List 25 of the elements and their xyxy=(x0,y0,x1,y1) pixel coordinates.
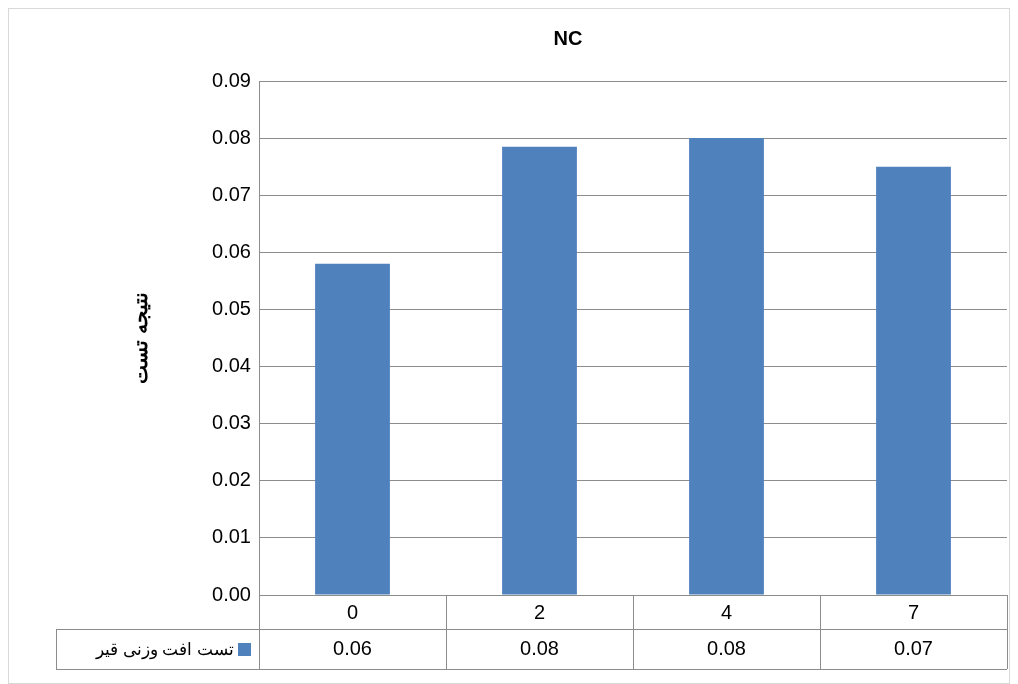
x-tick-label: 4 xyxy=(720,600,733,623)
x-tick-label: 2 xyxy=(533,600,546,623)
y-tick-label: 0.09 xyxy=(212,68,251,91)
chart-title: NC xyxy=(553,26,583,49)
y-tick-label: 0.04 xyxy=(212,354,251,377)
y-axis-title: نتیجه تست xyxy=(128,292,151,384)
x-tick-label: 7 xyxy=(907,600,920,623)
bar xyxy=(315,263,390,595)
bar xyxy=(876,166,951,595)
data-label: 0.07 xyxy=(894,636,933,659)
data-label: 0.08 xyxy=(520,636,559,659)
text: تست افت وزنی قیر xyxy=(95,638,234,660)
y-tick-label: 0.08 xyxy=(212,125,251,148)
y-tick-label: 0.05 xyxy=(212,296,251,319)
data-label: 0.06 xyxy=(333,636,372,659)
y-tick-label: 0.02 xyxy=(212,468,251,491)
y-tick-label: 0.03 xyxy=(212,411,251,434)
x-tick-label: 0 xyxy=(346,600,359,623)
y-tick-label: 0.06 xyxy=(212,239,251,262)
bar xyxy=(689,138,764,595)
y-tick-label: 0.01 xyxy=(212,525,251,548)
y-tick-label: 0.07 xyxy=(212,182,251,205)
bar xyxy=(502,146,577,595)
data-label: 0.08 xyxy=(707,636,746,659)
y-tick-label: 0.00 xyxy=(212,582,251,605)
